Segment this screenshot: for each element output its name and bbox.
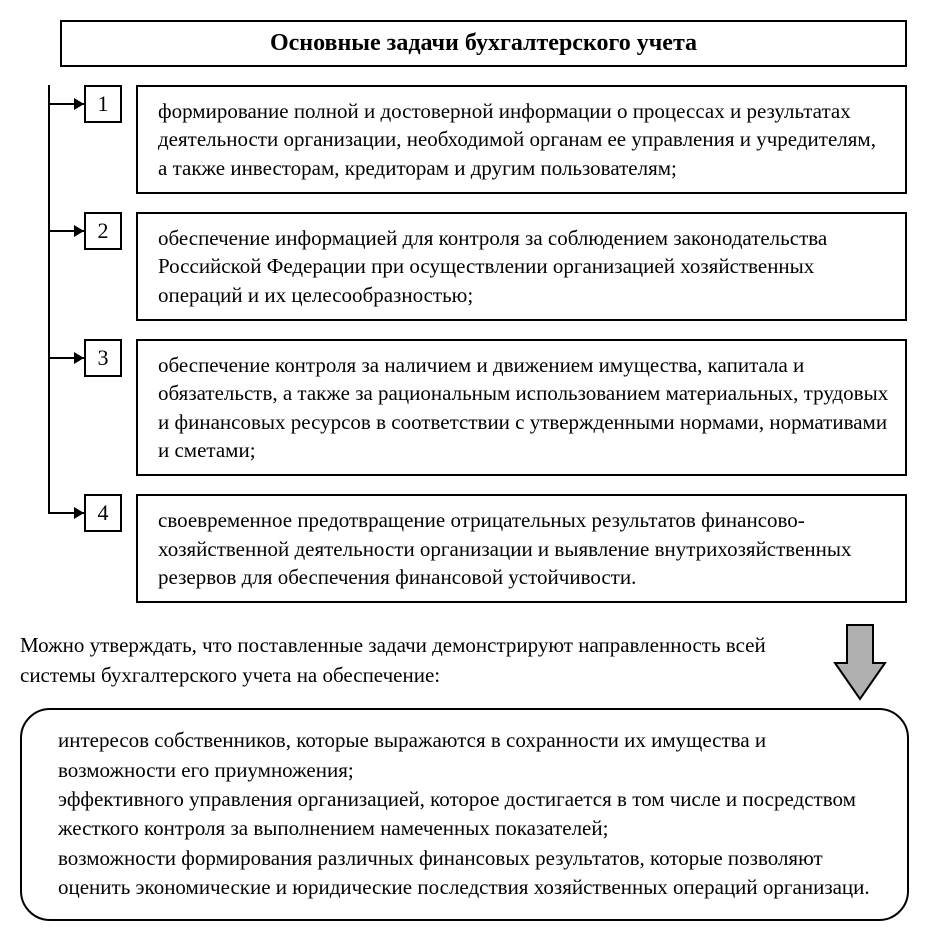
mid-text: Можно утверждать, что поставленные задач…: [20, 631, 807, 690]
task-row: 4 своевременное предотвращение отрицател…: [10, 494, 907, 603]
title-text: Основные задачи бухгалтерского учета: [270, 30, 697, 56]
down-arrow-icon: [833, 623, 887, 701]
task-number: 4: [84, 494, 122, 532]
task-row: 3 обеспечение контроля за наличием и дви…: [10, 339, 907, 476]
arrow-right-icon: [74, 352, 84, 364]
task-tree: 1 формирование полной и достоверной инфо…: [10, 85, 907, 603]
task-text-box: своевременное предотвращение отрицательн…: [136, 494, 907, 603]
summary-box: интересов собственников, которые выражаю…: [20, 708, 909, 920]
task-text-box: обеспечение контроля за наличием и движе…: [136, 339, 907, 476]
arrow-right-icon: [74, 225, 84, 237]
summary-text: интересов собственников, которые выражаю…: [58, 728, 870, 899]
task-text-box: формирование полной и достоверной информ…: [136, 85, 907, 194]
arrow-right-icon: [74, 507, 84, 519]
task-number: 2: [84, 212, 122, 250]
task-row: 1 формирование полной и достоверной инфо…: [10, 85, 907, 194]
task-number: 3: [84, 339, 122, 377]
task-row: 2 обеспечение информацией для контроля з…: [10, 212, 907, 321]
arrow-right-icon: [74, 98, 84, 110]
task-text-box: обеспечение информацией для контроля за …: [136, 212, 907, 321]
title-box: Основные задачи бухгалтерского учета: [60, 20, 907, 67]
task-number: 1: [84, 85, 122, 123]
